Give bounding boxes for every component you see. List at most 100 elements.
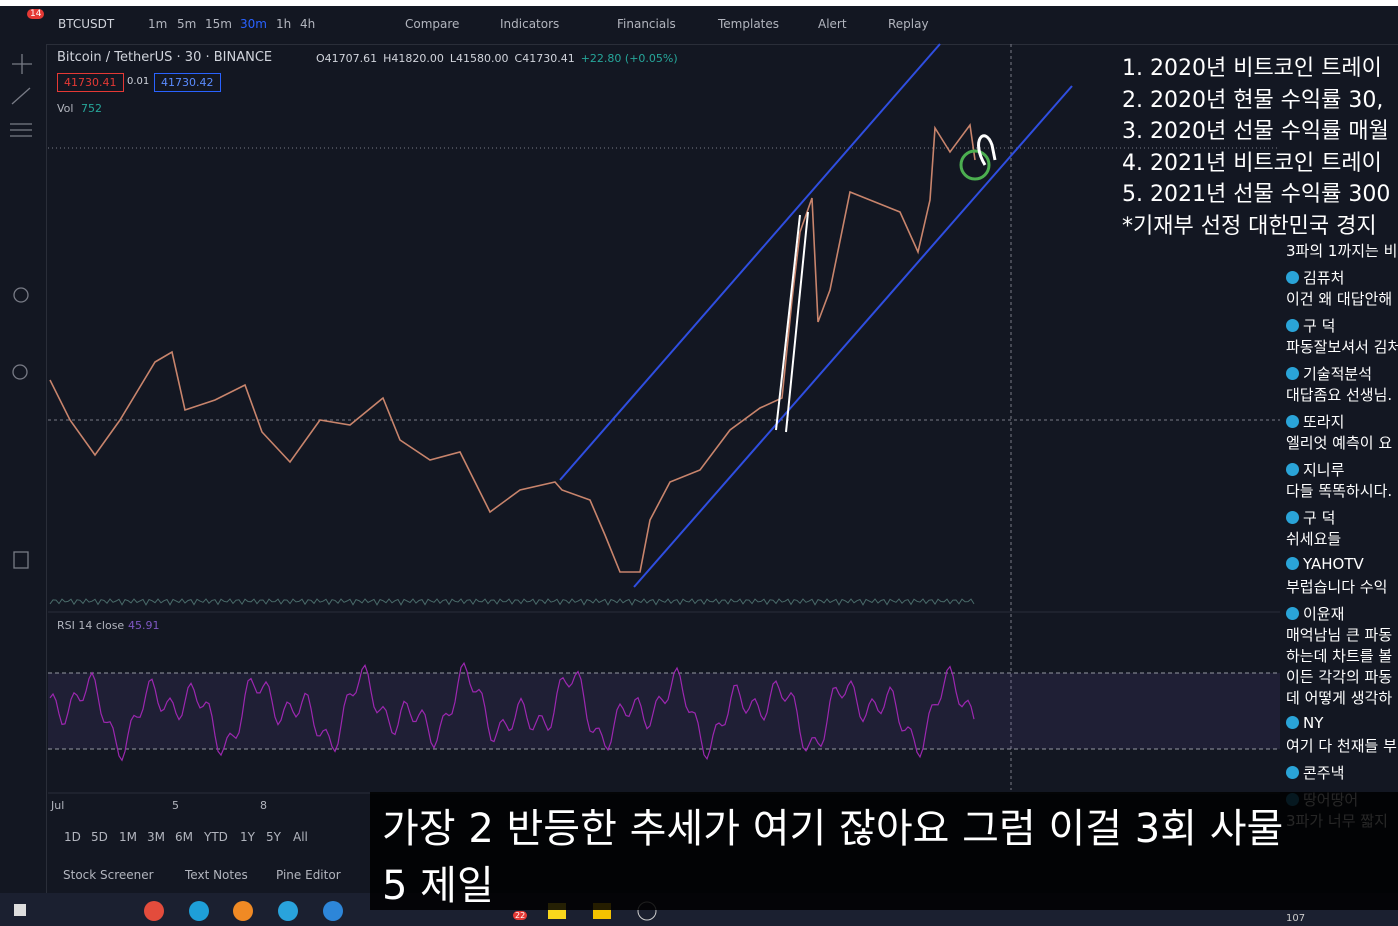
interval[interactable]: 15m (205, 17, 232, 31)
toolbar-button[interactable]: Replay (888, 17, 929, 31)
chat-author: 구 덕 (1303, 509, 1336, 527)
chat-author: 김퓨처 (1303, 269, 1345, 287)
ohlc-value: O41707.61 (316, 52, 378, 65)
bottom-tab[interactable]: Pine Editor (276, 868, 341, 882)
avatar (1286, 319, 1299, 332)
badge: 14 (27, 9, 45, 19)
range-button[interactable]: 5D (91, 830, 108, 844)
range-button[interactable]: 1D (64, 830, 81, 844)
chat-name: NY (1286, 714, 1323, 732)
chat-name: 또라지 (1286, 411, 1344, 432)
interval[interactable]: 5m (177, 17, 197, 31)
chat-name: 구 덕 (1286, 315, 1335, 336)
subtitle-line: 가장 2 반등한 추세가 여기 잖아요 그럼 이걸 3회 사물 (382, 806, 1284, 852)
chat-name: 기술적분석 (1286, 363, 1372, 384)
note-line: 1. 2020년 비트코인 트레이 (1122, 56, 1382, 81)
chat-text: 엘리엇 예측이 요 (1286, 434, 1393, 452)
avatar (1286, 766, 1299, 779)
chat-text: 다들 똑똑하시다. (1286, 482, 1393, 500)
chat-name: 김퓨처 (1286, 267, 1344, 288)
subtitle-line: 5 제일 (382, 863, 494, 909)
chat-text: 이든 각각의 파동 (1286, 668, 1393, 686)
subtitle-box (370, 792, 1398, 910)
avatar (1286, 607, 1299, 620)
toolbar-button[interactable]: Templates (718, 17, 780, 31)
chat-text: 이건 왜 대답안해 (1286, 290, 1393, 308)
avatar (1286, 271, 1299, 284)
left-toolbar (0, 44, 47, 894)
chat-text: 하는데 차트를 볼 (1286, 647, 1393, 665)
avatar (1286, 511, 1299, 524)
interval[interactable]: 30m (240, 17, 267, 31)
note-line: 5. 2021년 선물 수익률 300 (1122, 182, 1391, 208)
legend-title: Bitcoin / TetherUS · 30 · BINANCE (57, 50, 273, 65)
viewer-count: 107 (1286, 913, 1306, 924)
chat-text: 부럽습니다 수익 (1286, 578, 1388, 596)
range-button[interactable]: 3M (147, 830, 165, 844)
chat-name: 콘주낵 (1286, 762, 1344, 783)
ohlc-value: H41820.00 (383, 52, 444, 65)
ohlc-value: C41730.41 (514, 52, 575, 65)
interval[interactable]: 1m (148, 17, 168, 31)
chat-text: 데 어떻게 생각하 (1286, 689, 1393, 707)
ohlc-value: L41580.00 (449, 52, 509, 65)
chat-text: 파동잘보셔서 김처 (1286, 338, 1398, 356)
range-button[interactable]: YTD (204, 830, 228, 844)
time-label: 5 (172, 799, 179, 812)
range-button[interactable]: 1M (119, 830, 137, 844)
note-line: *기재부 선정 대한민국 경지 (1122, 214, 1377, 239)
top-strip (0, 0, 1398, 6)
toolbar-button[interactable]: Compare (405, 17, 460, 31)
chat-name: YAHOTV (1286, 555, 1364, 573)
avatar (1286, 463, 1299, 476)
avatar (1286, 415, 1299, 428)
chat-author: 또라지 (1303, 413, 1345, 431)
time-label: Jul (51, 799, 65, 812)
chat-author: 기술적분석 (1303, 365, 1373, 383)
note-line: 4. 2021년 비트코인 트레이 (1122, 150, 1382, 176)
symbol[interactable]: BTCUSDT (58, 17, 115, 31)
range-button[interactable]: 1Y (240, 830, 255, 844)
chat-name: 구 덕 (1286, 507, 1335, 528)
top-toolbar (0, 6, 1398, 45)
bottom-tab[interactable]: Text Notes (185, 868, 248, 882)
chat-author: 지니루 (1303, 461, 1345, 479)
time-label: 8 (260, 799, 267, 812)
chat-text: 쉬세요들 (1286, 530, 1342, 548)
ohlc-value: +22.80 (+0.05%) (580, 52, 678, 65)
range-button[interactable]: 5Y (266, 830, 281, 844)
chat-author: 구 덕 (1303, 317, 1336, 335)
ohlc: O41707.61 H41820.00 L41580.00 C41730.41 +22.… (316, 52, 684, 65)
taskbar-badge: 22 (513, 911, 528, 920)
bid[interactable]: 41730.41 (57, 73, 124, 92)
chat-text: 대답좀요 선생님. (1286, 386, 1393, 404)
note-line: 2. 2020년 현물 수익률 30, (1122, 87, 1384, 113)
avatar (1286, 716, 1299, 729)
toolbar-button[interactable]: Financials (617, 17, 676, 31)
avatar (1286, 367, 1299, 380)
chat-name: 이윤재 (1286, 603, 1344, 624)
ask[interactable]: 41730.42 (154, 73, 221, 92)
chat-author: 콘주낵 (1303, 764, 1345, 782)
rsi-label: RSI 14 close (57, 619, 125, 632)
chat-text: 3파의 1까지는 비 (1286, 242, 1398, 260)
bottom-tab[interactable]: Stock Screener (63, 868, 154, 882)
interval[interactable]: 4h (300, 17, 316, 31)
toolbar-button[interactable]: Alert (818, 17, 847, 31)
chat-author: 이윤재 (1303, 605, 1345, 623)
avatar (1286, 557, 1299, 570)
chat-author: YAHOTV (1303, 555, 1364, 573)
chat-author: NY (1303, 714, 1324, 732)
range-button[interactable]: 6M (175, 830, 193, 844)
chat-text: 매억남님 큰 파동 (1286, 626, 1393, 644)
volume: 752 (81, 102, 102, 115)
range-button[interactable]: All (293, 830, 308, 844)
rsi-value: 45.91 (128, 619, 160, 632)
chat-text: 여기 다 천재들 부 (1286, 737, 1397, 755)
interval[interactable]: 1h (276, 17, 292, 31)
spread: 0.01 (127, 76, 150, 87)
chat-name: 지니루 (1286, 459, 1344, 480)
note-line: 3. 2020년 선물 수익률 매월 (1122, 119, 1389, 145)
toolbar-button[interactable]: Indicators (500, 17, 560, 31)
